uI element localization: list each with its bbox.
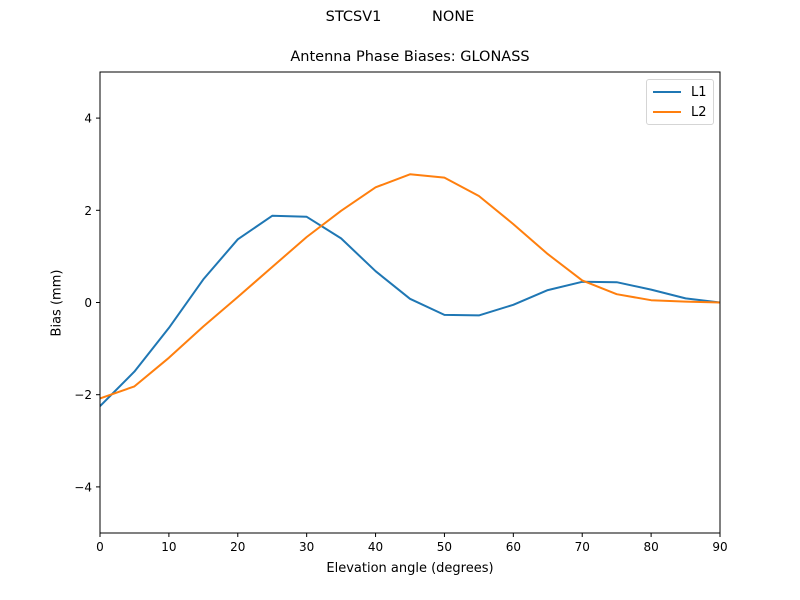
legend-label-l2: L2 <box>691 104 707 120</box>
axes-frame <box>99 71 721 534</box>
legend-label-l1: L1 <box>691 84 707 100</box>
y-axis-ticks: −4 −2 0 2 4 <box>74 112 100 494</box>
x-tick-label: 90 <box>712 540 727 554</box>
line-l2 <box>100 173 720 400</box>
x-tick-label: 60 <box>506 540 521 554</box>
x-tick-label: 20 <box>230 540 245 554</box>
chart-title: Antenna Phase Biases: GLONASS <box>290 49 530 65</box>
y-axis-label: Bias (mm) <box>49 269 65 337</box>
x-tick-label: 0 <box>96 540 104 554</box>
x-tick-label: 10 <box>161 540 176 554</box>
x-tick-label: 50 <box>437 540 452 554</box>
line-l1 <box>100 214 720 407</box>
x-tick-label: 30 <box>299 540 314 554</box>
series-layer <box>100 173 720 407</box>
x-axis-ticks: 0 10 20 30 40 50 60 70 80 90 <box>96 533 728 554</box>
legend-item-l2: L2 <box>653 104 707 120</box>
x-axis-label: Elevation angle (degrees) <box>326 561 494 576</box>
figure-suptitle: STCSV1 NONE <box>325 9 475 25</box>
legend-item-l1: L1 <box>653 84 707 100</box>
legend-swatch-l2 <box>653 111 681 113</box>
legend: L1 L2 <box>646 79 714 125</box>
y-tick-label: −2 <box>74 388 92 402</box>
y-tick-label: −4 <box>74 480 92 494</box>
y-tick-label: 0 <box>84 296 92 310</box>
x-tick-label: 70 <box>575 540 590 554</box>
y-tick-label: 2 <box>84 204 92 218</box>
x-tick-label: 40 <box>368 540 383 554</box>
y-tick-label: 4 <box>84 112 92 126</box>
x-tick-label: 80 <box>643 540 658 554</box>
legend-swatch-l1 <box>653 91 681 93</box>
